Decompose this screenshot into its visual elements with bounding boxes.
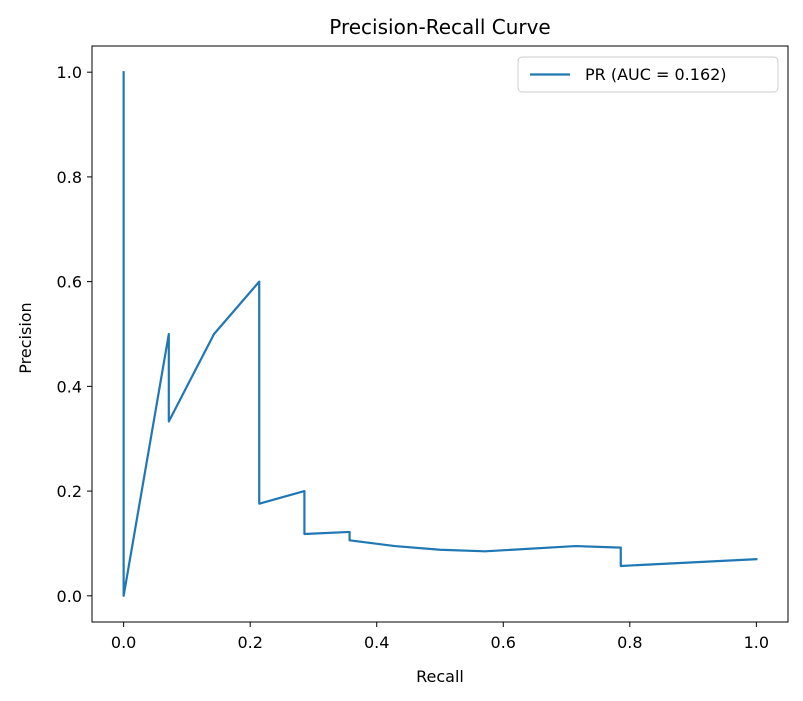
x-tick-label: 0.0: [111, 633, 136, 652]
legend-box: [517, 56, 779, 93]
x-axis-ticks: 0.0 0.2 0.4 0.6 0.8 1.0: [111, 622, 769, 652]
plot-area: [91, 45, 789, 623]
axes-frame: [91, 45, 789, 623]
x-tick-label: 0.2: [237, 633, 262, 652]
series-layer: [122, 71, 758, 597]
series-line-0: [122, 71, 758, 597]
axes-background: [92, 46, 788, 622]
legend: PR (AUC = 0.162): [517, 56, 779, 93]
x-tick-label: 1.0: [744, 633, 769, 652]
y-tick-label: 0.8: [57, 168, 82, 187]
y-tick-label: 0.0: [57, 587, 82, 606]
y-tick-label: 1.0: [57, 63, 82, 82]
y-axis-ticks: 0.0 0.2 0.4 0.6 0.8 1.0: [57, 63, 92, 606]
y-axis-label: Precision: [16, 302, 35, 373]
y-tick-label: 0.2: [57, 482, 82, 501]
chart-title: Precision-Recall Curve: [329, 15, 550, 39]
y-tick-label: 0.6: [57, 273, 82, 292]
x-tick-label: 0.8: [617, 633, 642, 652]
x-tick-label: 0.4: [364, 633, 389, 652]
y-tick-label: 0.4: [57, 377, 82, 396]
legend-series-label: PR (AUC = 0.162): [585, 65, 727, 84]
x-tick-label: 0.6: [491, 633, 516, 652]
x-axis-label: Recall: [416, 667, 464, 686]
